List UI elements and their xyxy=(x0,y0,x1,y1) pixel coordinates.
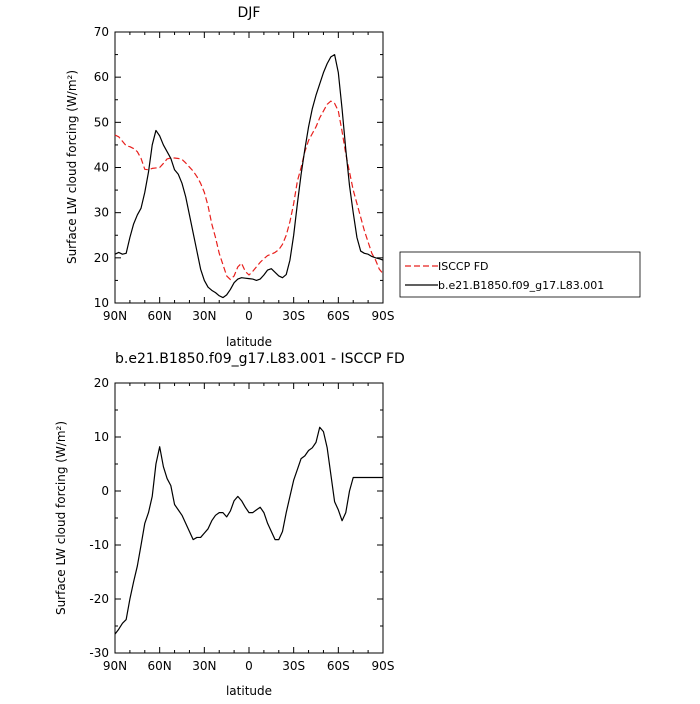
bottom-title: b.e21.B1850.f09_g17.L83.001 - ISCCP FD xyxy=(115,351,405,367)
bottom-x-tick-label: 90S xyxy=(372,659,395,673)
bottom-y-axis-label: Surface LW cloud forcing (W/m²) xyxy=(54,421,68,615)
bottom-x-tick-label: 30N xyxy=(192,659,216,673)
bottom-y-tick-label: -20 xyxy=(89,592,109,606)
top-y-tick-label: 70 xyxy=(94,25,109,39)
top-panel: DJF 90N 60N 30N 0 30S 60S 90S 10 20 30 40 50 60 70 la… xyxy=(65,5,394,349)
top-x-tick-label: 30N xyxy=(192,309,216,323)
top-y-axis-label: Surface LW cloud forcing (W/m²) xyxy=(65,70,79,264)
top-y-tick-label: 30 xyxy=(94,206,109,220)
top-y-tick-label: 60 xyxy=(94,70,109,84)
top-y-tick-label: 50 xyxy=(94,115,109,129)
top-series-line-1 xyxy=(114,53,384,299)
legend: ISCCP FD b.e21.B1850.f09_g17.L83.001 xyxy=(399,251,641,298)
bottom-x-tick-label: 60N xyxy=(148,659,172,673)
legend-label-isccp: ISCCP FD xyxy=(438,260,489,273)
top-axis-ticks: 90N 60N 30N 0 30S 60S 90S 10 20 30 40 50 60 70 xyxy=(94,25,395,323)
bottom-x-tick-label: 60S xyxy=(327,659,350,673)
top-x-tick-label: 90N xyxy=(103,309,127,323)
bottom-y-tick-label: -30 xyxy=(89,646,109,660)
bottom-x-tick-label: 90N xyxy=(103,659,127,673)
bottom-y-tick-label: 10 xyxy=(94,430,109,444)
bottom-series-group xyxy=(114,426,383,635)
top-y-tick-label: 40 xyxy=(94,161,109,175)
bottom-series-line-0 xyxy=(114,426,383,635)
top-x-tick-label: 90S xyxy=(372,309,395,323)
top-y-tick-label: 10 xyxy=(94,296,109,310)
top-x-tick-label: 60S xyxy=(327,309,350,323)
bottom-x-tick-label: 0 xyxy=(245,659,253,673)
top-series-group xyxy=(114,53,384,299)
bottom-y-tick-label: 20 xyxy=(94,376,109,390)
bottom-axis-ticks: 90N 60N 30N 0 30S 60S 90S -30 -20 -10 0 10 20 xyxy=(89,376,394,673)
top-title: DJF xyxy=(238,5,261,21)
top-x-tick-label: 60N xyxy=(148,309,172,323)
top-x-tick-label: 0 xyxy=(245,309,253,323)
top-x-axis-label: latitude xyxy=(226,335,272,349)
bottom-panel: b.e21.B1850.f09_g17.L83.001 - ISCCP FD 9… xyxy=(54,351,405,698)
bottom-x-axis-label: latitude xyxy=(226,684,272,698)
top-y-tick-label: 20 xyxy=(94,251,109,265)
bottom-y-tick-label: 0 xyxy=(101,484,109,498)
bottom-x-tick-label: 30S xyxy=(282,659,305,673)
top-series-line-0 xyxy=(114,100,384,281)
legend-box xyxy=(399,251,641,298)
legend-label-model: b.e21.B1850.f09_g17.L83.001 xyxy=(438,279,604,292)
top-x-tick-label: 30S xyxy=(282,309,305,323)
bottom-y-tick-label: -10 xyxy=(89,538,109,552)
